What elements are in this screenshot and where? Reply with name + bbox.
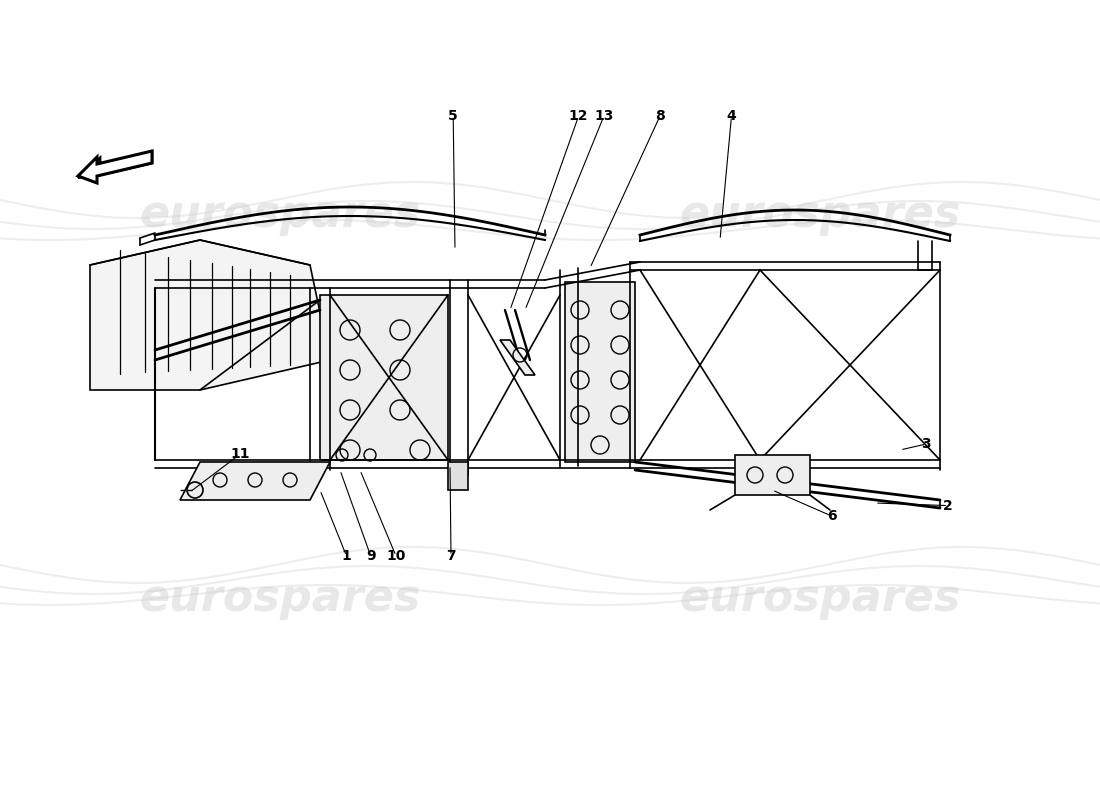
Polygon shape [100,152,152,175]
Text: 1: 1 [342,549,351,563]
Text: 9: 9 [366,549,375,563]
Text: 5: 5 [449,109,458,123]
Text: 12: 12 [569,109,589,123]
Text: 8: 8 [656,109,664,123]
Polygon shape [735,455,810,495]
Polygon shape [565,282,635,462]
Polygon shape [90,240,330,390]
Text: 6: 6 [827,509,836,523]
Polygon shape [448,462,468,490]
Polygon shape [78,151,152,183]
Polygon shape [180,462,330,500]
Text: eurospares: eurospares [680,577,960,619]
Polygon shape [78,158,100,178]
Text: eurospares: eurospares [140,577,420,619]
Text: 11: 11 [230,447,250,462]
Text: 3: 3 [922,437,931,451]
Text: 2: 2 [944,498,953,513]
Text: 13: 13 [594,109,614,123]
Text: eurospares: eurospares [680,194,960,237]
Text: 10: 10 [386,549,406,563]
Text: eurospares: eurospares [140,194,420,237]
Text: 7: 7 [447,549,455,563]
Polygon shape [500,340,535,375]
Text: 4: 4 [727,109,736,123]
Polygon shape [320,295,448,460]
